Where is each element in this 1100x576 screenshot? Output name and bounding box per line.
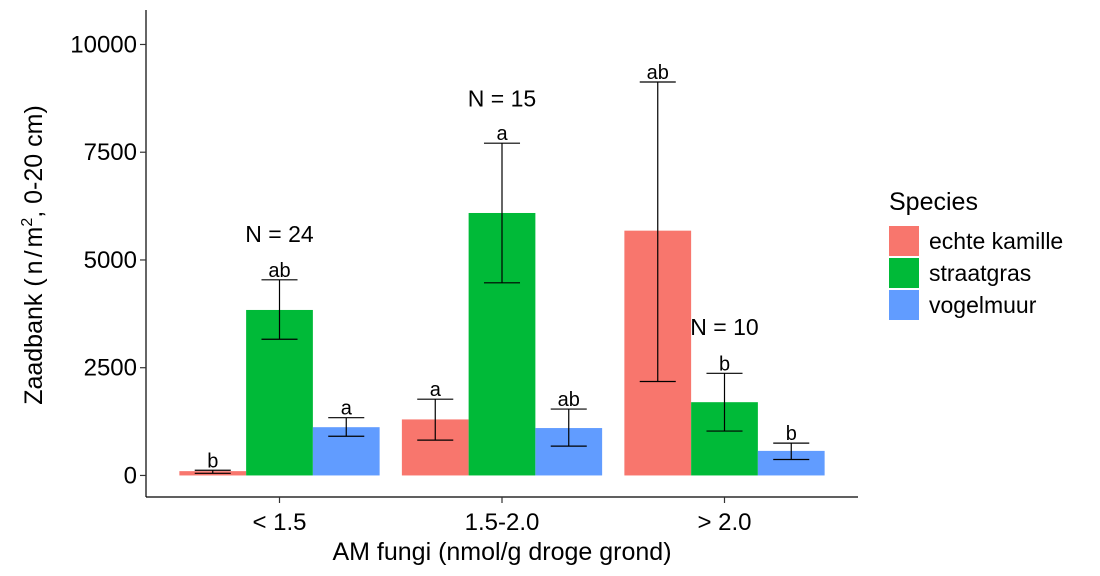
legend-swatch-1 [889,258,919,288]
y-ticks: 0 2500 5000 7500 10000 [70,31,146,489]
significance-label-2-2: b [786,423,797,445]
significance-label-0-2: ab [647,62,669,84]
y-tick-label-2: 5000 [84,247,137,274]
sample-size-annotations: N = 24 N = 15 N = 10 [245,85,758,339]
y-tick-label-1: 2500 [84,355,137,382]
n-annotation-0: N = 24 [245,221,314,247]
n-annotation-2: N = 10 [690,314,758,340]
significance-label-1-2: b [719,353,730,375]
significance-label-1-0: ab [268,260,290,282]
n-annotation-1: N = 15 [468,85,536,111]
x-tick-label-0: < 1.5 [252,509,306,536]
legend-label-0: echte kamille [929,228,1063,254]
significance-label-2-0: a [341,398,353,420]
x-tick-label-1: 1.5-2.0 [465,509,540,536]
legend-swatch-2 [889,290,919,320]
significance-label-1-1: a [496,123,508,145]
legend: Species echte kamille straatgras vogelmuur [889,188,1063,320]
y-axis-title: Zaadbank (n/m2, 0-20 cm) [19,105,48,405]
significance-label-0-0: b [207,450,218,472]
y-tick-label-3: 7500 [84,139,137,166]
y-tick-label-0: 0 [124,462,137,489]
significance-label-0-1: a [430,379,442,401]
y-tick-label-4: 10000 [70,31,137,58]
x-ticks: < 1.5 1.5-2.0 > 2.0 [252,497,752,536]
x-tick-label-2: > 2.0 [697,509,751,536]
x-axis-title: AM fungi (nmol/g droge grond) [332,538,671,566]
error-bars-layer [194,81,810,474]
legend-label-2: vogelmuur [929,292,1037,318]
significance-label-2-1: ab [558,389,580,411]
legend-swatch-0 [889,226,919,256]
legend-title: Species [889,188,978,216]
legend-label-1: straatgras [929,260,1031,286]
legend-items: echte kamille straatgras vogelmuur [889,226,1063,320]
